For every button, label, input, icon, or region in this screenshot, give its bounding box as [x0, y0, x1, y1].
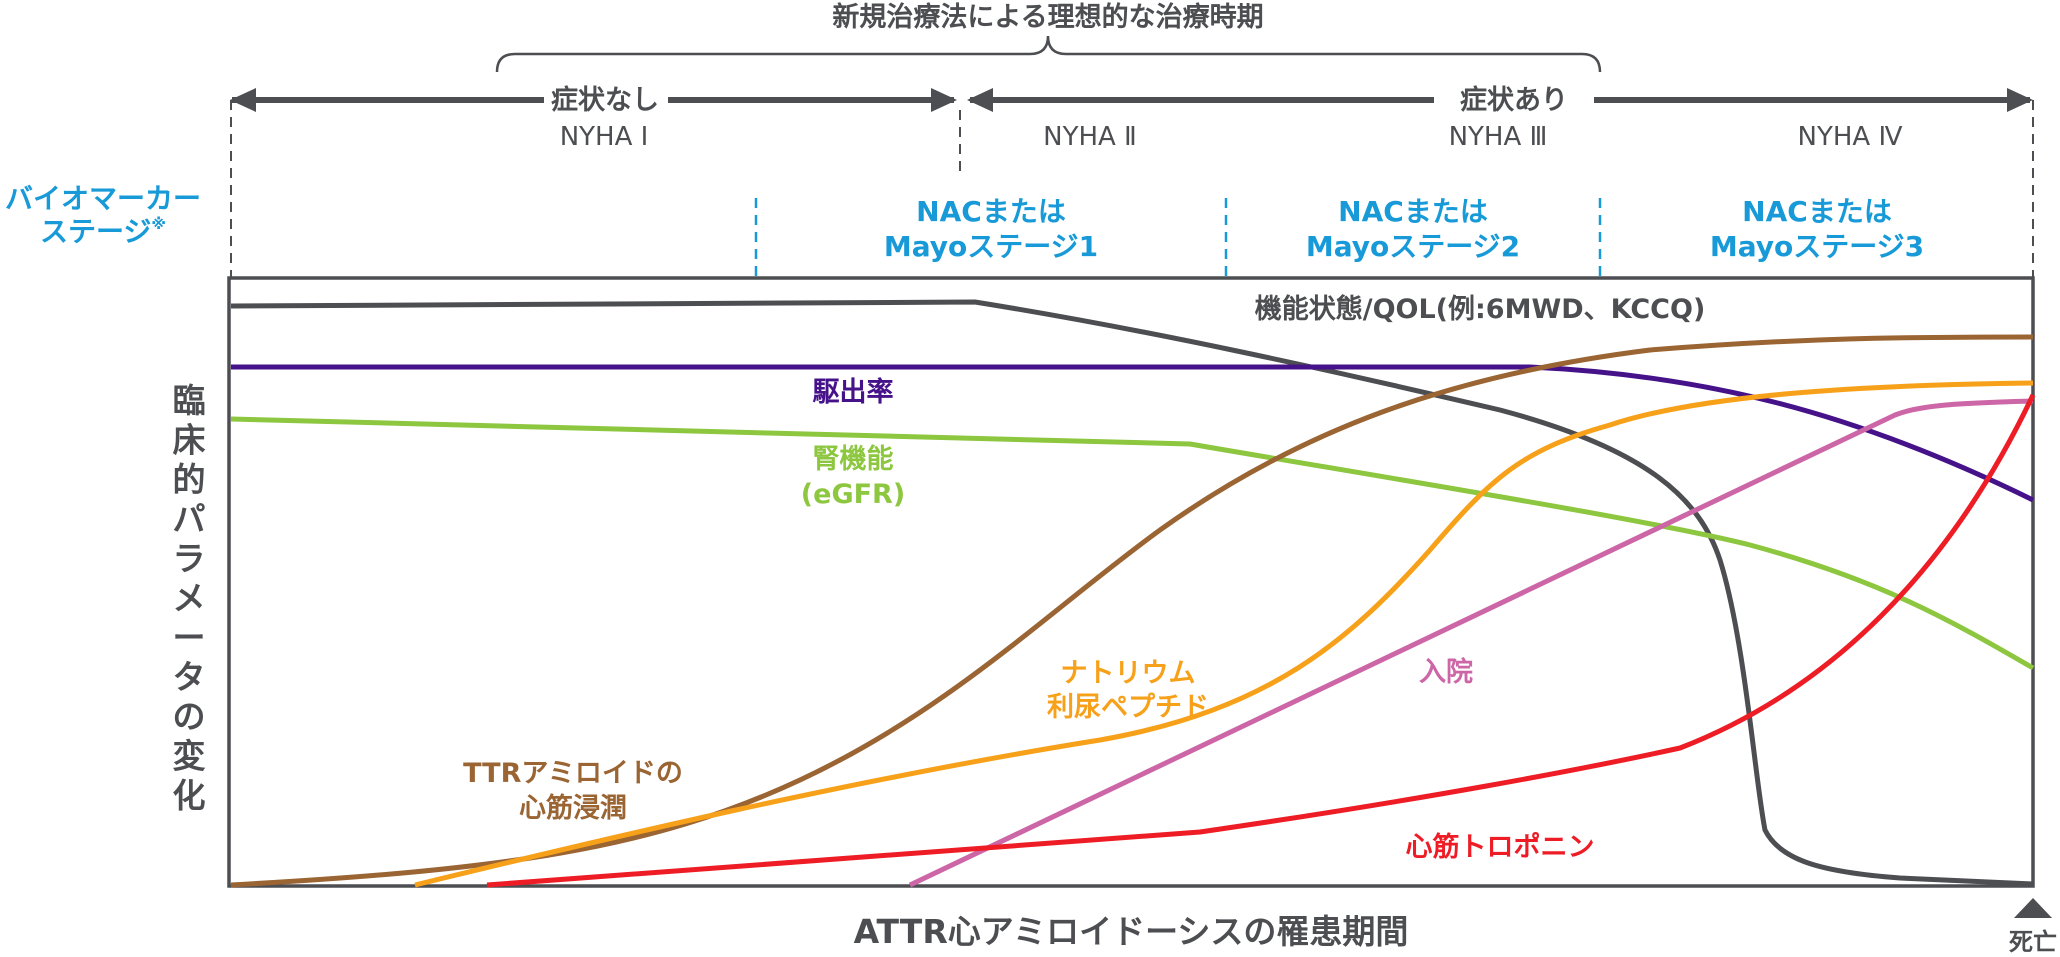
biomarker-footnote-mark: ※: [151, 215, 166, 233]
symptomatic-arrow: [967, 88, 2033, 112]
stage-1-line2: Mayoステージ1: [884, 230, 1098, 263]
functional-status-label: 機能状態/QOL(例:6MWD、KCCQ): [1255, 293, 1706, 325]
biomarker-stage-label-line1: バイオマーカー: [5, 182, 201, 215]
amyloid-infiltration-label-line2: 心筋浸潤: [519, 792, 627, 824]
y-axis-title-char: タ: [173, 658, 206, 697]
amyloid-infiltration-label-line1: TTRアミロイドの: [463, 758, 683, 789]
y-axis-title-char: 臨: [173, 381, 206, 420]
y-axis-title-char: の: [173, 697, 206, 736]
natriuretic-peptide-curve: [414, 380, 2034, 888]
ejection-fraction-curve: [231, 364, 2035, 503]
functional-status-curve: [230, 299, 2034, 887]
nyha-class-1: NYHA Ⅰ: [560, 122, 649, 152]
stage-1-line1: NACまたは: [916, 195, 1066, 228]
renal-function-curve: [230, 416, 2035, 671]
hospitalization-label: 入院: [1419, 656, 1473, 688]
y-axis-title-char: 的: [173, 460, 206, 499]
stage-3-line1: NACまたは: [1742, 195, 1892, 228]
amyloid-infiltration-curve: [230, 334, 2034, 888]
x-axis-title: ATTR心アミロイドーシスの罹患期間: [854, 912, 1409, 951]
ideal-period-brace: [495, 35, 1602, 73]
y-axis-title-char: 化: [173, 776, 206, 815]
y-axis-title-char: メ: [173, 579, 206, 618]
nyha-class-4: NYHA Ⅳ: [1798, 122, 1903, 152]
ejection-fraction-label: 駆出率: [813, 376, 894, 408]
ideal-treatment-period-label: 新規治療法による理想的な治療時期: [832, 1, 1263, 33]
stage-2-line2: Mayoステージ2: [1306, 230, 1520, 263]
troponin-curve: [486, 393, 2036, 888]
y-axis-title-char: 床: [173, 421, 206, 460]
nyha-class-3: NYHA Ⅲ: [1449, 122, 1548, 152]
renal-function-label-line1: 腎機能: [813, 443, 894, 475]
symptomatic-label: 症状あり: [1460, 85, 1568, 116]
y-axis-title-char: 変: [173, 737, 206, 776]
y-axis-title-char: ラ: [173, 539, 206, 578]
y-axis-title-char: ー: [173, 618, 206, 657]
death-marker-triangle: [2014, 898, 2052, 918]
nyha-class-2: NYHA Ⅱ: [1043, 122, 1137, 152]
renal-function-label-line2: (eGFR): [801, 479, 905, 510]
natriuretic-peptide-label-line2: 利尿ペプチド: [1047, 692, 1209, 723]
troponin-label: 心筋トロポニン: [1406, 831, 1595, 863]
death-label: 死亡: [2009, 928, 2057, 956]
asymptomatic-label: 症状なし: [551, 85, 659, 116]
stage-2-line1: NACまたは: [1338, 195, 1488, 228]
y-axis-title-char: パ: [173, 500, 206, 539]
asymptomatic-arrow: [230, 88, 957, 112]
plot-frame: [227, 276, 2035, 888]
stage-3-line2: Mayoステージ3: [1710, 230, 1924, 263]
biomarker-stage-label-text: ステージ: [40, 215, 151, 248]
hospitalization-curve: [908, 398, 2034, 888]
natriuretic-peptide-label-line1: ナトリウム: [1061, 658, 1196, 689]
biomarker-stage-label-line2: ステージ※: [40, 215, 166, 248]
